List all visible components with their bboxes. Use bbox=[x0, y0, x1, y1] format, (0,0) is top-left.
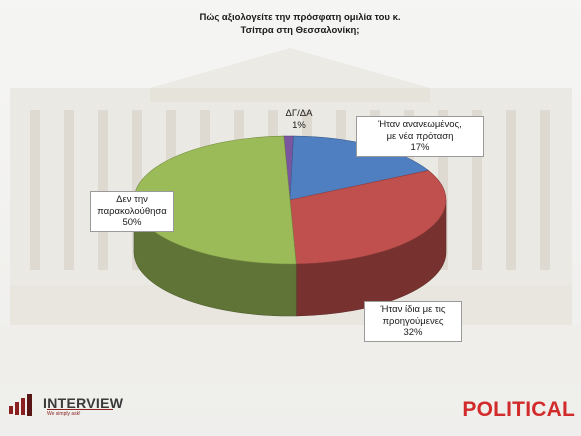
data-label-renewed-name-1: Ήταν ανανεωμένος, bbox=[378, 119, 462, 130]
pie-tops bbox=[133, 135, 447, 265]
data-label-same-name-1: Ήταν ίδια με τις bbox=[380, 304, 446, 315]
data-label-dgda-name: ΔΓ/ΔΑ bbox=[285, 108, 313, 119]
pie-chart bbox=[133, 135, 447, 317]
data-label-same-value: 32% bbox=[403, 327, 423, 338]
data-label-same: Ήταν ίδια με τις προηγούμενες 32% bbox=[364, 301, 462, 342]
data-label-notwatched-value: 50% bbox=[122, 217, 142, 228]
chart-title-line2: Τσίπρα στη Θεσσαλονίκη; bbox=[240, 25, 360, 36]
background-column bbox=[98, 110, 108, 270]
data-label-notwatched-name-1: Δεν την bbox=[116, 194, 148, 205]
chart-title-line1: Πώς αξιολογείτε την πρόσφατη ομιλία του … bbox=[199, 12, 401, 23]
data-label-renewed: Ήταν ανανεωμένος, με νέα πρόταση 17% bbox=[356, 116, 484, 157]
data-label-same-name-2: προηγούμενες bbox=[382, 315, 444, 327]
data-label-renewed-name-2: με νέα πρόταση bbox=[386, 130, 454, 142]
data-label-dgda-value: 1% bbox=[292, 119, 306, 131]
interview-logo-tagline: We simply ask! bbox=[47, 411, 81, 417]
interview-bars-icon bbox=[9, 394, 32, 416]
data-label-notwatched: Δεν την παρακολούθησα 50% bbox=[90, 191, 174, 232]
background-column bbox=[472, 110, 482, 270]
background-column bbox=[540, 110, 550, 270]
background-column bbox=[64, 110, 74, 270]
pie-slice-2 bbox=[289, 170, 447, 265]
interview-logo: INTERVIEW We simply ask! bbox=[8, 392, 123, 428]
data-label-renewed-value: 17% bbox=[410, 142, 430, 153]
political-logo: POLITICAL bbox=[462, 398, 575, 421]
interview-logo-underline bbox=[47, 409, 113, 411]
background-column bbox=[506, 110, 516, 270]
data-label-notwatched-name-2: παρακολούθησα bbox=[97, 205, 167, 217]
data-label-dgda: ΔΓ/ΔΑ 1% bbox=[278, 108, 320, 131]
chart-title: Πώς αξιολογείτε την πρόσφατη ομιλία του … bbox=[120, 11, 480, 37]
interview-logo-text: INTERVIEW bbox=[43, 395, 124, 411]
background-column bbox=[30, 110, 40, 270]
